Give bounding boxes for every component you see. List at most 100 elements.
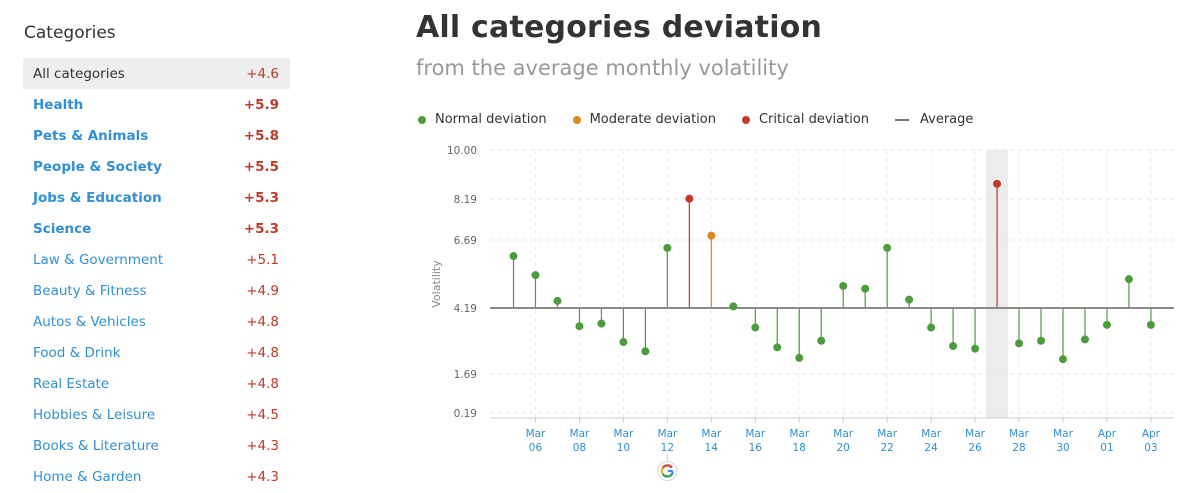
category-name: Health — [33, 96, 84, 113]
legend-label: Normal deviation — [435, 112, 547, 127]
category-item[interactable]: Hobbies & Leisure +4.5 — [23, 399, 290, 430]
x-tick-label-day: 10 — [617, 442, 630, 454]
x-tick-label-month: Mar — [570, 428, 590, 440]
x-tick-label-month: Mar — [789, 428, 809, 440]
x-tick-label-day: 01 — [1100, 442, 1113, 454]
data-point — [773, 343, 782, 352]
category-list: All categories +4.6 Health +5.9 Pets & Anima… — [23, 58, 290, 492]
y-tick-label: 0.19 — [454, 408, 477, 420]
x-tick-label-day: 24 — [924, 442, 938, 454]
legend-item[interactable]: Moderate deviation — [572, 112, 716, 127]
category-item[interactable]: Real Estate +4.8 — [23, 368, 290, 399]
category-name: Home & Garden — [33, 468, 142, 485]
data-point — [575, 322, 584, 331]
legend-dot-marker — [418, 115, 426, 124]
x-tick-label-day: 26 — [968, 442, 982, 454]
data-point — [1102, 320, 1111, 329]
legend-label: Moderate deviation — [589, 112, 716, 127]
category-item[interactable]: Autos & Vehicles +4.8 — [23, 306, 290, 337]
data-point — [971, 344, 980, 353]
category-value: +4.3 — [246, 437, 279, 454]
data-point — [1146, 320, 1155, 329]
category-value: +5.8 — [243, 127, 279, 144]
data-point — [839, 281, 848, 290]
category-item[interactable]: Books & Literature +4.3 — [23, 430, 290, 461]
page-title: All categories deviation — [416, 10, 823, 45]
x-tick-label-month: Mar — [657, 428, 677, 440]
category-item[interactable]: All categories +4.6 — [23, 58, 290, 89]
category-value: +4.8 — [246, 313, 279, 330]
x-tick-label-day: 18 — [793, 442, 806, 454]
x-tick-label-month: Mar — [1053, 428, 1073, 440]
chart-legend: Normal deviation Moderate deviation Critic… — [418, 112, 999, 127]
category-value: +4.6 — [246, 65, 279, 82]
category-value: +4.8 — [246, 344, 279, 361]
data-point — [1037, 336, 1046, 345]
data-point — [663, 243, 672, 252]
google-icon[interactable] — [657, 461, 678, 481]
legend-item[interactable]: Critical deviation — [741, 112, 870, 127]
category-item[interactable]: Jobs & Education +5.3 — [23, 182, 290, 213]
category-item[interactable]: Beauty & Fitness +4.9 — [23, 275, 290, 306]
data-point — [707, 231, 716, 240]
page-subtitle: from the average monthly volatility — [416, 56, 789, 80]
category-item[interactable]: People & Society +5.5 — [23, 151, 290, 182]
data-point — [685, 194, 694, 203]
data-point — [905, 295, 914, 304]
x-tick-label-day: 22 — [880, 442, 893, 454]
x-tick-label-month: Mar — [833, 428, 853, 440]
category-value: +5.3 — [243, 189, 279, 206]
category-item[interactable]: Law & Government +5.1 — [23, 244, 290, 275]
category-item[interactable]: Health +5.9 — [23, 89, 290, 120]
category-name: Autos & Vehicles — [33, 313, 146, 330]
data-point — [531, 271, 540, 280]
data-point — [1015, 339, 1024, 348]
data-point — [729, 302, 738, 311]
x-tick-label-day: 03 — [1144, 442, 1157, 454]
x-tick-label-day: 08 — [573, 442, 586, 454]
x-tick-label-month: Mar — [745, 428, 765, 440]
legend-line-marker — [895, 118, 910, 121]
data-point — [597, 319, 606, 328]
x-tick-label-month: Mar — [701, 428, 721, 440]
legend-dot-marker — [572, 115, 581, 124]
y-axis-label: Volatility — [430, 260, 443, 308]
legend-item[interactable]: Normal deviation — [418, 112, 547, 127]
category-name: Jobs & Education — [33, 189, 162, 206]
category-item[interactable]: Pets & Animals +5.8 — [23, 120, 290, 151]
y-tick-label: 1.69 — [454, 369, 477, 381]
google-icon-arc-yellow — [660, 467, 664, 475]
category-name: Beauty & Fitness — [33, 282, 147, 299]
legend-dot-marker — [741, 115, 750, 124]
data-point — [553, 296, 562, 305]
y-tick-label: 4.19 — [454, 303, 477, 315]
category-value: +4.9 — [246, 282, 279, 299]
category-item[interactable]: Food & Drink +4.8 — [23, 337, 290, 368]
data-point — [795, 353, 804, 362]
x-tick-label-day: 06 — [529, 442, 543, 454]
category-item[interactable]: Science +5.3 — [23, 213, 290, 244]
category-value: +5.3 — [243, 220, 279, 237]
category-value: +4.8 — [246, 375, 279, 392]
google-icon-arc-red — [661, 464, 673, 469]
category-name: Food & Drink — [33, 344, 121, 361]
category-item[interactable]: Home & Garden +4.3 — [23, 461, 290, 492]
legend-label: Critical deviation — [758, 112, 870, 127]
x-tick-label-day: 12 — [661, 442, 674, 454]
google-icon-arc-green — [661, 473, 674, 478]
data-point — [509, 252, 518, 261]
data-point — [1124, 275, 1133, 284]
x-tick-label-month: Mar — [526, 428, 546, 440]
category-name: Books & Literature — [33, 437, 159, 454]
categories-sidebar: Categories All categories +4.6 Health +5.9 P… — [23, 22, 290, 492]
category-name: Pets & Animals — [33, 127, 149, 144]
data-point — [993, 179, 1002, 188]
category-name: All categories — [33, 65, 125, 82]
x-tick-label-month: Mar — [613, 428, 633, 440]
y-tick-label: 8.19 — [454, 194, 477, 206]
legend-item[interactable]: Average — [895, 112, 973, 127]
data-point — [751, 323, 760, 332]
x-tick-label-day: 30 — [1056, 442, 1069, 454]
x-tick-label-day: 20 — [837, 442, 850, 454]
